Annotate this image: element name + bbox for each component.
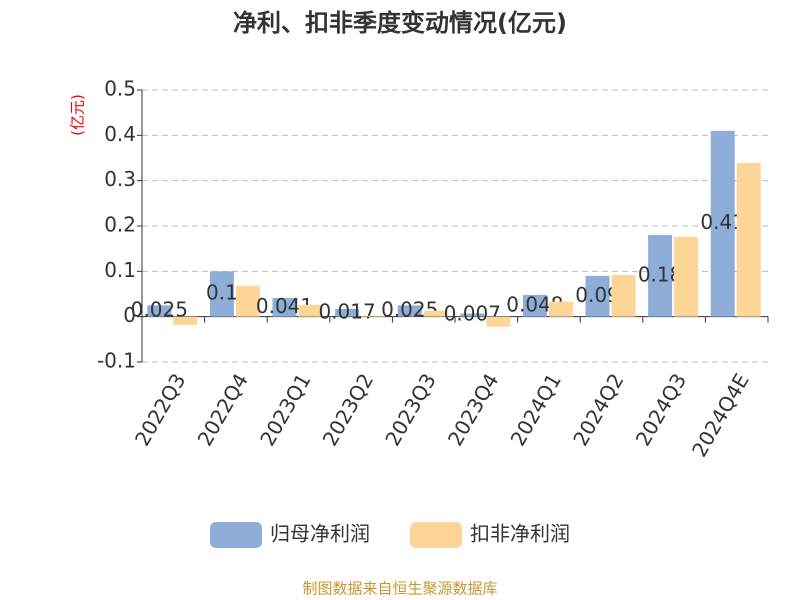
- data-label: 0.017: [318, 299, 375, 323]
- bar: [397, 305, 422, 317]
- data-label: 0.025: [381, 298, 438, 322]
- bar: [611, 274, 636, 317]
- bar: [548, 301, 573, 317]
- bar: [235, 285, 260, 317]
- y-tick-label: 0.5: [104, 77, 136, 101]
- legend-label: 归母净利润: [270, 522, 370, 546]
- bar: [710, 130, 735, 317]
- bar: [423, 310, 448, 317]
- x-tick-label: 2023Q1: [255, 369, 315, 450]
- x-tick-label: 2022Q4: [193, 369, 253, 450]
- y-tick-label: 0.4: [104, 122, 136, 146]
- bar: [648, 235, 673, 317]
- x-tick-label: 2024Q1: [506, 369, 566, 450]
- data-label: 0.1: [206, 281, 238, 305]
- bar: [585, 275, 610, 317]
- bar: [272, 298, 297, 317]
- bar: [361, 315, 386, 317]
- bar: [298, 304, 323, 317]
- bar: [522, 294, 547, 317]
- bar: [460, 313, 485, 317]
- x-tick-label: 2024Q2: [568, 369, 628, 450]
- source-note: 制图数据来自恒生聚源数据库: [302, 580, 497, 598]
- y-axis-label: (亿元): [69, 94, 87, 136]
- y-tick-label: 0.3: [104, 167, 136, 191]
- bar: [173, 316, 198, 325]
- legend-swatch: [210, 522, 262, 548]
- y-tick-label: 0: [123, 303, 136, 327]
- chart-title: 净利、扣非季度变动情况(亿元): [233, 9, 567, 37]
- x-tick-label: 2023Q3: [380, 369, 440, 450]
- x-tick-label: 2023Q4: [443, 369, 503, 450]
- bar: [736, 162, 761, 317]
- y-tick-label: -0.1: [97, 349, 136, 373]
- y-tick-label: 0.2: [104, 213, 136, 237]
- x-tick-label: 2024Q3: [631, 369, 691, 450]
- bar: [486, 316, 511, 327]
- legend-swatch: [410, 522, 462, 548]
- bar: [209, 271, 234, 317]
- legend-label: 扣非净利润: [470, 522, 570, 546]
- y-tick-label: 0.1: [104, 258, 136, 282]
- bar: [674, 236, 699, 317]
- x-tick-label: 2023Q2: [318, 369, 378, 450]
- bar: [335, 308, 360, 317]
- x-tick-label: 2022Q3: [130, 369, 190, 450]
- bar: [147, 305, 172, 317]
- x-tick-label: 2024Q4E: [687, 369, 754, 461]
